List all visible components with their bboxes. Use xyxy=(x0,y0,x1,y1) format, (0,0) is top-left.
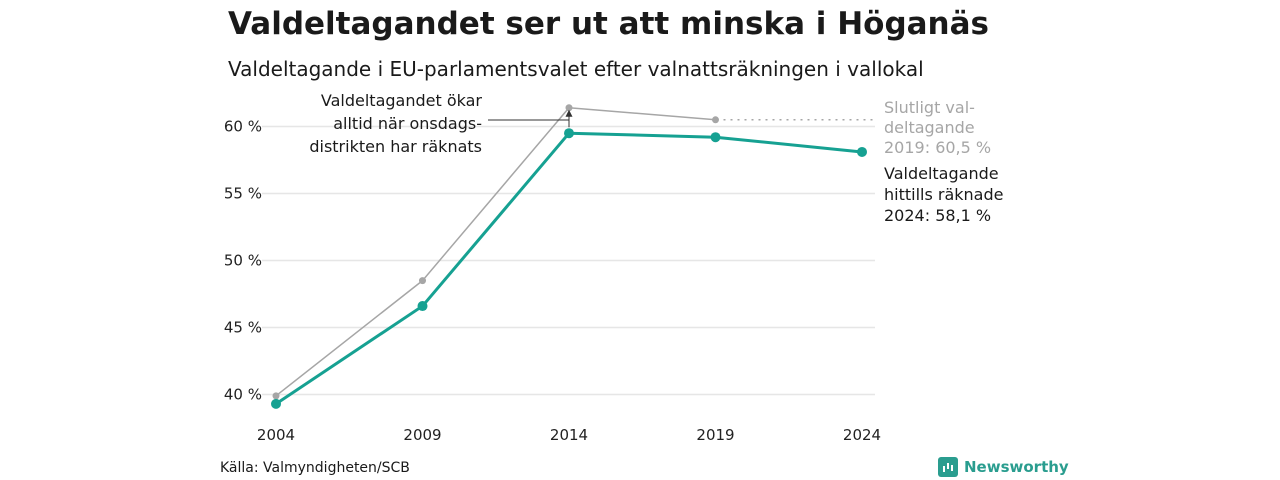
source-note: Källa: Valmyndigheten/SCB xyxy=(220,460,410,476)
y-tick-label: 45 % xyxy=(224,319,262,337)
y-tick-label: 50 % xyxy=(224,252,262,270)
y-axis-ticks: 40 % 45 % 50 % 55 % 60 % xyxy=(224,118,262,404)
annotation-left-line: distrikten har räknats xyxy=(309,137,482,156)
x-tick-label: 2004 xyxy=(257,426,295,444)
data-point xyxy=(564,128,574,139)
chart-subtitle: Valdeltagande i EU-parlamentsvalet efter… xyxy=(228,57,924,81)
annotations: Valdeltagandet ökar alltid när onsdags-di… xyxy=(309,91,1003,225)
x-tick-label: 2024 xyxy=(843,426,881,444)
x-tick-label: 2014 xyxy=(550,426,588,444)
data-point xyxy=(565,104,573,112)
x-tick-label: 2009 xyxy=(403,426,441,444)
x-tick-label: 2019 xyxy=(696,426,734,444)
brand-logo: Newsworthy xyxy=(938,456,1069,478)
data-point xyxy=(857,146,867,157)
grid-lines xyxy=(262,125,875,396)
annotation-counted-line: Valdeltagande xyxy=(884,164,999,183)
series-line xyxy=(275,131,863,406)
chart-title: Valdeltagandet ser ut att minska i Högan… xyxy=(228,6,989,42)
data-point xyxy=(419,277,426,285)
brand-name: Newsworthy xyxy=(964,458,1069,476)
annotation-left-line: Valdeltagandet ökar xyxy=(321,91,483,110)
annotation-counted-line: hittills räknade xyxy=(884,185,1003,204)
series-lines xyxy=(271,104,867,409)
chart-logo-icon xyxy=(938,457,958,477)
y-tick-label: 60 % xyxy=(224,118,262,136)
data-point xyxy=(710,132,721,143)
y-tick-label: 40 % xyxy=(224,386,262,404)
x-axis-ticks: 2004 2009 2014 2019 2024 xyxy=(257,426,881,444)
annotation-final-line: Slutligt val- xyxy=(884,98,975,117)
series-line xyxy=(275,106,716,397)
annotation-final-line: 2019: 60,5 % xyxy=(884,138,991,157)
data-point xyxy=(417,301,428,312)
data-point xyxy=(271,398,281,409)
data-point xyxy=(712,116,719,124)
annotation-final-line: deltagande xyxy=(884,118,975,137)
annotation-left-line: alltid när onsdags- xyxy=(333,114,482,133)
arrow-head-icon xyxy=(565,109,573,117)
data-point xyxy=(272,392,280,400)
annotation-counted-line: 2024: 58,1 % xyxy=(884,206,991,225)
y-tick-label: 55 % xyxy=(224,185,262,203)
